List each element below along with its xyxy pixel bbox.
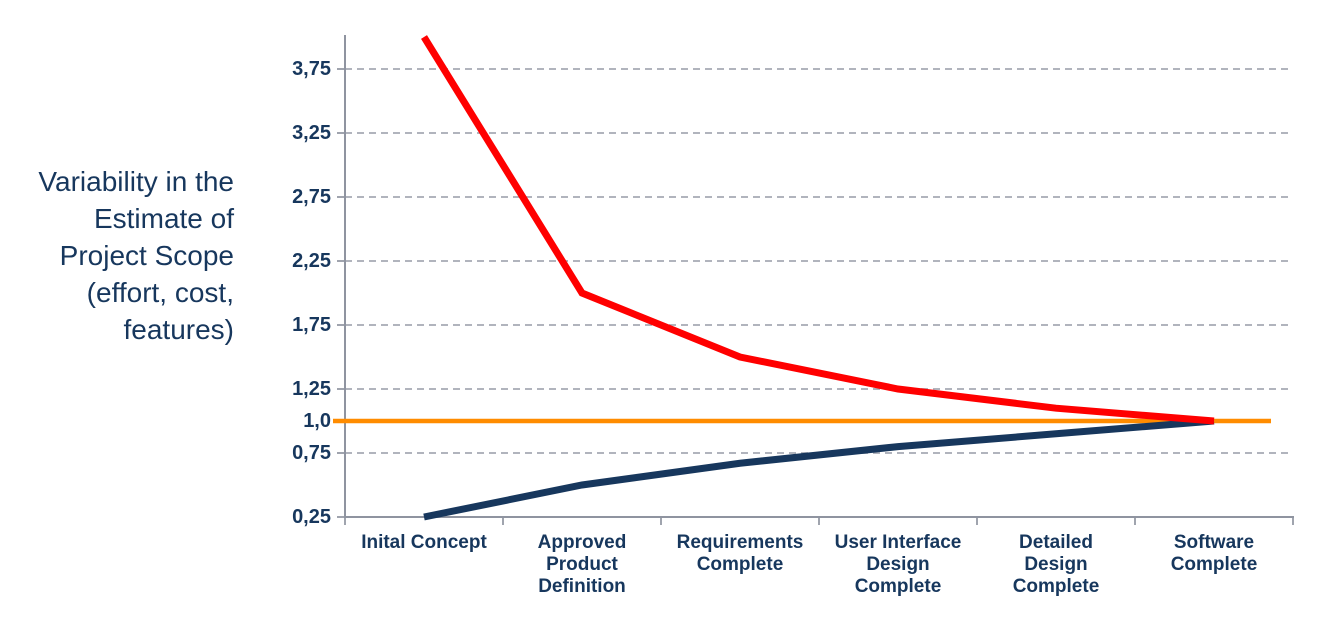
x-category-label: Requirements Complete (676, 532, 804, 575)
series-line-high-estimate-bound (421, 35, 1215, 425)
y-tick-label: 3,25 (292, 122, 331, 144)
series-line-low-estimate-bound (423, 417, 1215, 521)
x-category-label: Software Complete (1170, 532, 1258, 575)
x-category-label: User Interface Design Complete (834, 532, 962, 597)
y-tick-label: 2,25 (292, 250, 331, 272)
y-tick-label: 1,25 (292, 378, 331, 400)
y-tick-label: 1,75 (292, 314, 331, 336)
y-tick-label: 0,75 (292, 442, 331, 464)
x-category-label: Inital Concept (361, 532, 487, 553)
y-tick-label: 1,0 (303, 410, 331, 432)
x-category-label: Approved Product Definition (537, 532, 627, 597)
y-tick-label: 0,25 (292, 506, 331, 528)
y-tick-label: 2,75 (292, 186, 331, 208)
y-axis-title: Variability in the Estimate of Project S… (38, 166, 234, 345)
y-tick-label: 3,75 (292, 58, 331, 80)
x-category-label: Detailed Design Complete (1012, 532, 1100, 597)
